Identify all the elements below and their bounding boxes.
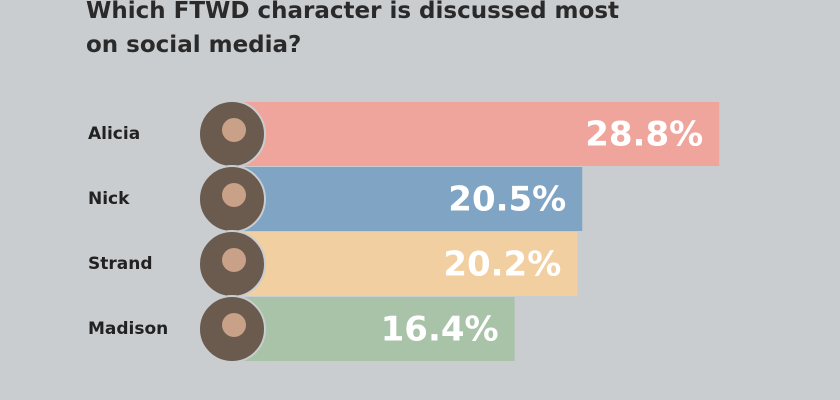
bar xyxy=(244,297,515,361)
category-label: Alicia xyxy=(88,124,140,144)
value-label: 28.8% xyxy=(585,115,703,155)
avatar-face xyxy=(222,183,246,207)
category-label: Madison xyxy=(88,319,168,339)
avatar-face xyxy=(222,248,246,272)
bar xyxy=(244,167,583,231)
category-label: Nick xyxy=(88,189,130,209)
value-label: 16.4% xyxy=(381,310,499,350)
avatar-face xyxy=(222,118,246,142)
title-box: Which FTWD character is discussed most o… xyxy=(86,0,620,58)
bar xyxy=(244,232,578,296)
category-label: Strand xyxy=(88,254,153,274)
bar xyxy=(244,102,720,166)
value-label: 20.5% xyxy=(448,180,566,220)
chart-title: Which FTWD character is discussed most o… xyxy=(86,0,620,58)
avatar-face xyxy=(222,313,246,337)
value-label: 20.2% xyxy=(443,245,561,285)
